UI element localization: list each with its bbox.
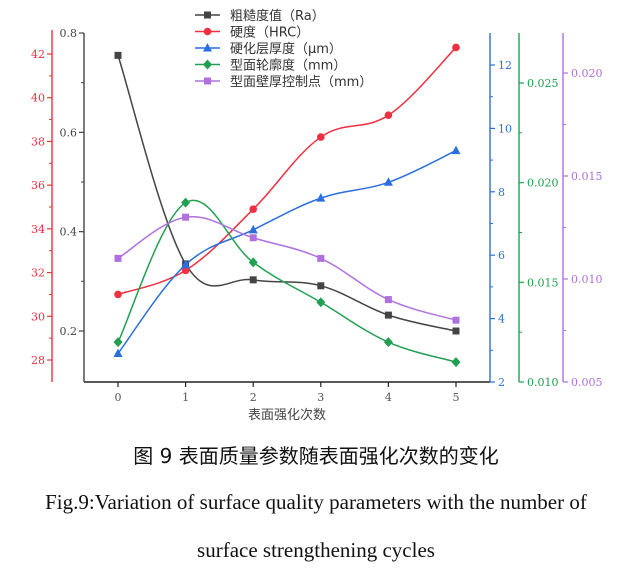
y-tick-label: 0.010	[527, 376, 559, 389]
legend-label: 硬化层厚度（μm）	[230, 41, 342, 57]
y-axis-right-3: 0.005 0.010 0.015 0.020	[562, 33, 603, 389]
y-tick-label: 0.4	[60, 226, 78, 239]
axes: 0 1 2 3 4 5表面强化次数0.20.40.60.82830323436384042…	[31, 27, 603, 423]
x-tick-label: 4	[385, 391, 392, 404]
y-tick-label: 36	[31, 179, 45, 192]
y-tick-label: 0.025	[527, 77, 559, 90]
y-tick-label: 42	[31, 48, 45, 61]
y-tick-label: 30	[31, 310, 45, 323]
legend-label: 粗糙度值（Ra）	[230, 8, 325, 24]
y-axis-left-inner: 0.2 0.4 0.6 0.8	[60, 27, 85, 382]
x-tick-label: 3	[317, 391, 324, 404]
x-tick-label: 2	[250, 391, 257, 404]
series-1	[114, 43, 460, 299]
y-tick-label: 8	[498, 186, 505, 199]
y-tick-label: 0.010	[571, 273, 603, 286]
series-0	[114, 51, 460, 335]
series-4	[114, 213, 460, 324]
y-tick-label: 34	[31, 223, 45, 236]
y-tick-label: 0.015	[527, 276, 559, 289]
figure-caption-chinese: 图 9 表面质量参数随表面强化次数的变化	[133, 444, 499, 468]
series-3	[113, 197, 461, 368]
y-axis-left-outer: 28 30 32 34 36 38 40 42	[31, 30, 53, 382]
y-tick-label: 32	[31, 267, 45, 280]
y-axis-right-2: 0.010 0.015 0.020 0.025	[518, 33, 559, 389]
figure-caption-english-line2: surface strengthening cycles	[197, 538, 435, 562]
y-tick-label: 0.2	[60, 325, 78, 338]
y-tick-label: 0.6	[60, 126, 78, 139]
y-tick-label: 0.005	[571, 376, 603, 389]
x-tick-label: 1	[182, 391, 189, 404]
x-axis-label: 表面强化次数	[248, 407, 326, 423]
y-tick-label: 12	[498, 59, 512, 72]
y-tick-label: 4	[498, 313, 505, 326]
x-tick-label: 0	[115, 391, 122, 404]
y-axis-right-1: 2 4 6 8 10 12	[489, 33, 512, 389]
y-tick-label: 38	[31, 135, 45, 148]
series-2	[113, 145, 461, 357]
chart-legend: 粗糙度值（Ra）硬度（HRC）硬化层厚度（μm）型面轮廓度（mm）型面壁厚控制点…	[195, 8, 372, 90]
legend-label: 型面轮廓度（mm）	[230, 58, 346, 74]
legend-label: 硬度（HRC）	[230, 25, 309, 41]
y-tick-label: 0.8	[60, 27, 78, 40]
y-tick-label: 0.020	[527, 177, 559, 190]
multi-axis-line-chart: 0 1 2 3 4 5表面强化次数0.20.40.60.82830323436384042…	[31, 8, 603, 423]
y-tick-label: 10	[498, 122, 512, 135]
y-tick-label: 0.015	[571, 170, 603, 183]
legend-label: 型面壁厚控制点（mm）	[230, 75, 372, 90]
y-tick-label: 2	[498, 376, 505, 389]
y-tick-label: 40	[31, 92, 45, 105]
figure-caption-english-line1: Fig.9:Variation of surface quality param…	[45, 490, 587, 514]
y-tick-label: 0.020	[571, 67, 603, 80]
y-tick-label: 6	[498, 249, 505, 262]
x-tick-label: 5	[453, 391, 460, 404]
y-tick-label: 28	[31, 354, 45, 367]
